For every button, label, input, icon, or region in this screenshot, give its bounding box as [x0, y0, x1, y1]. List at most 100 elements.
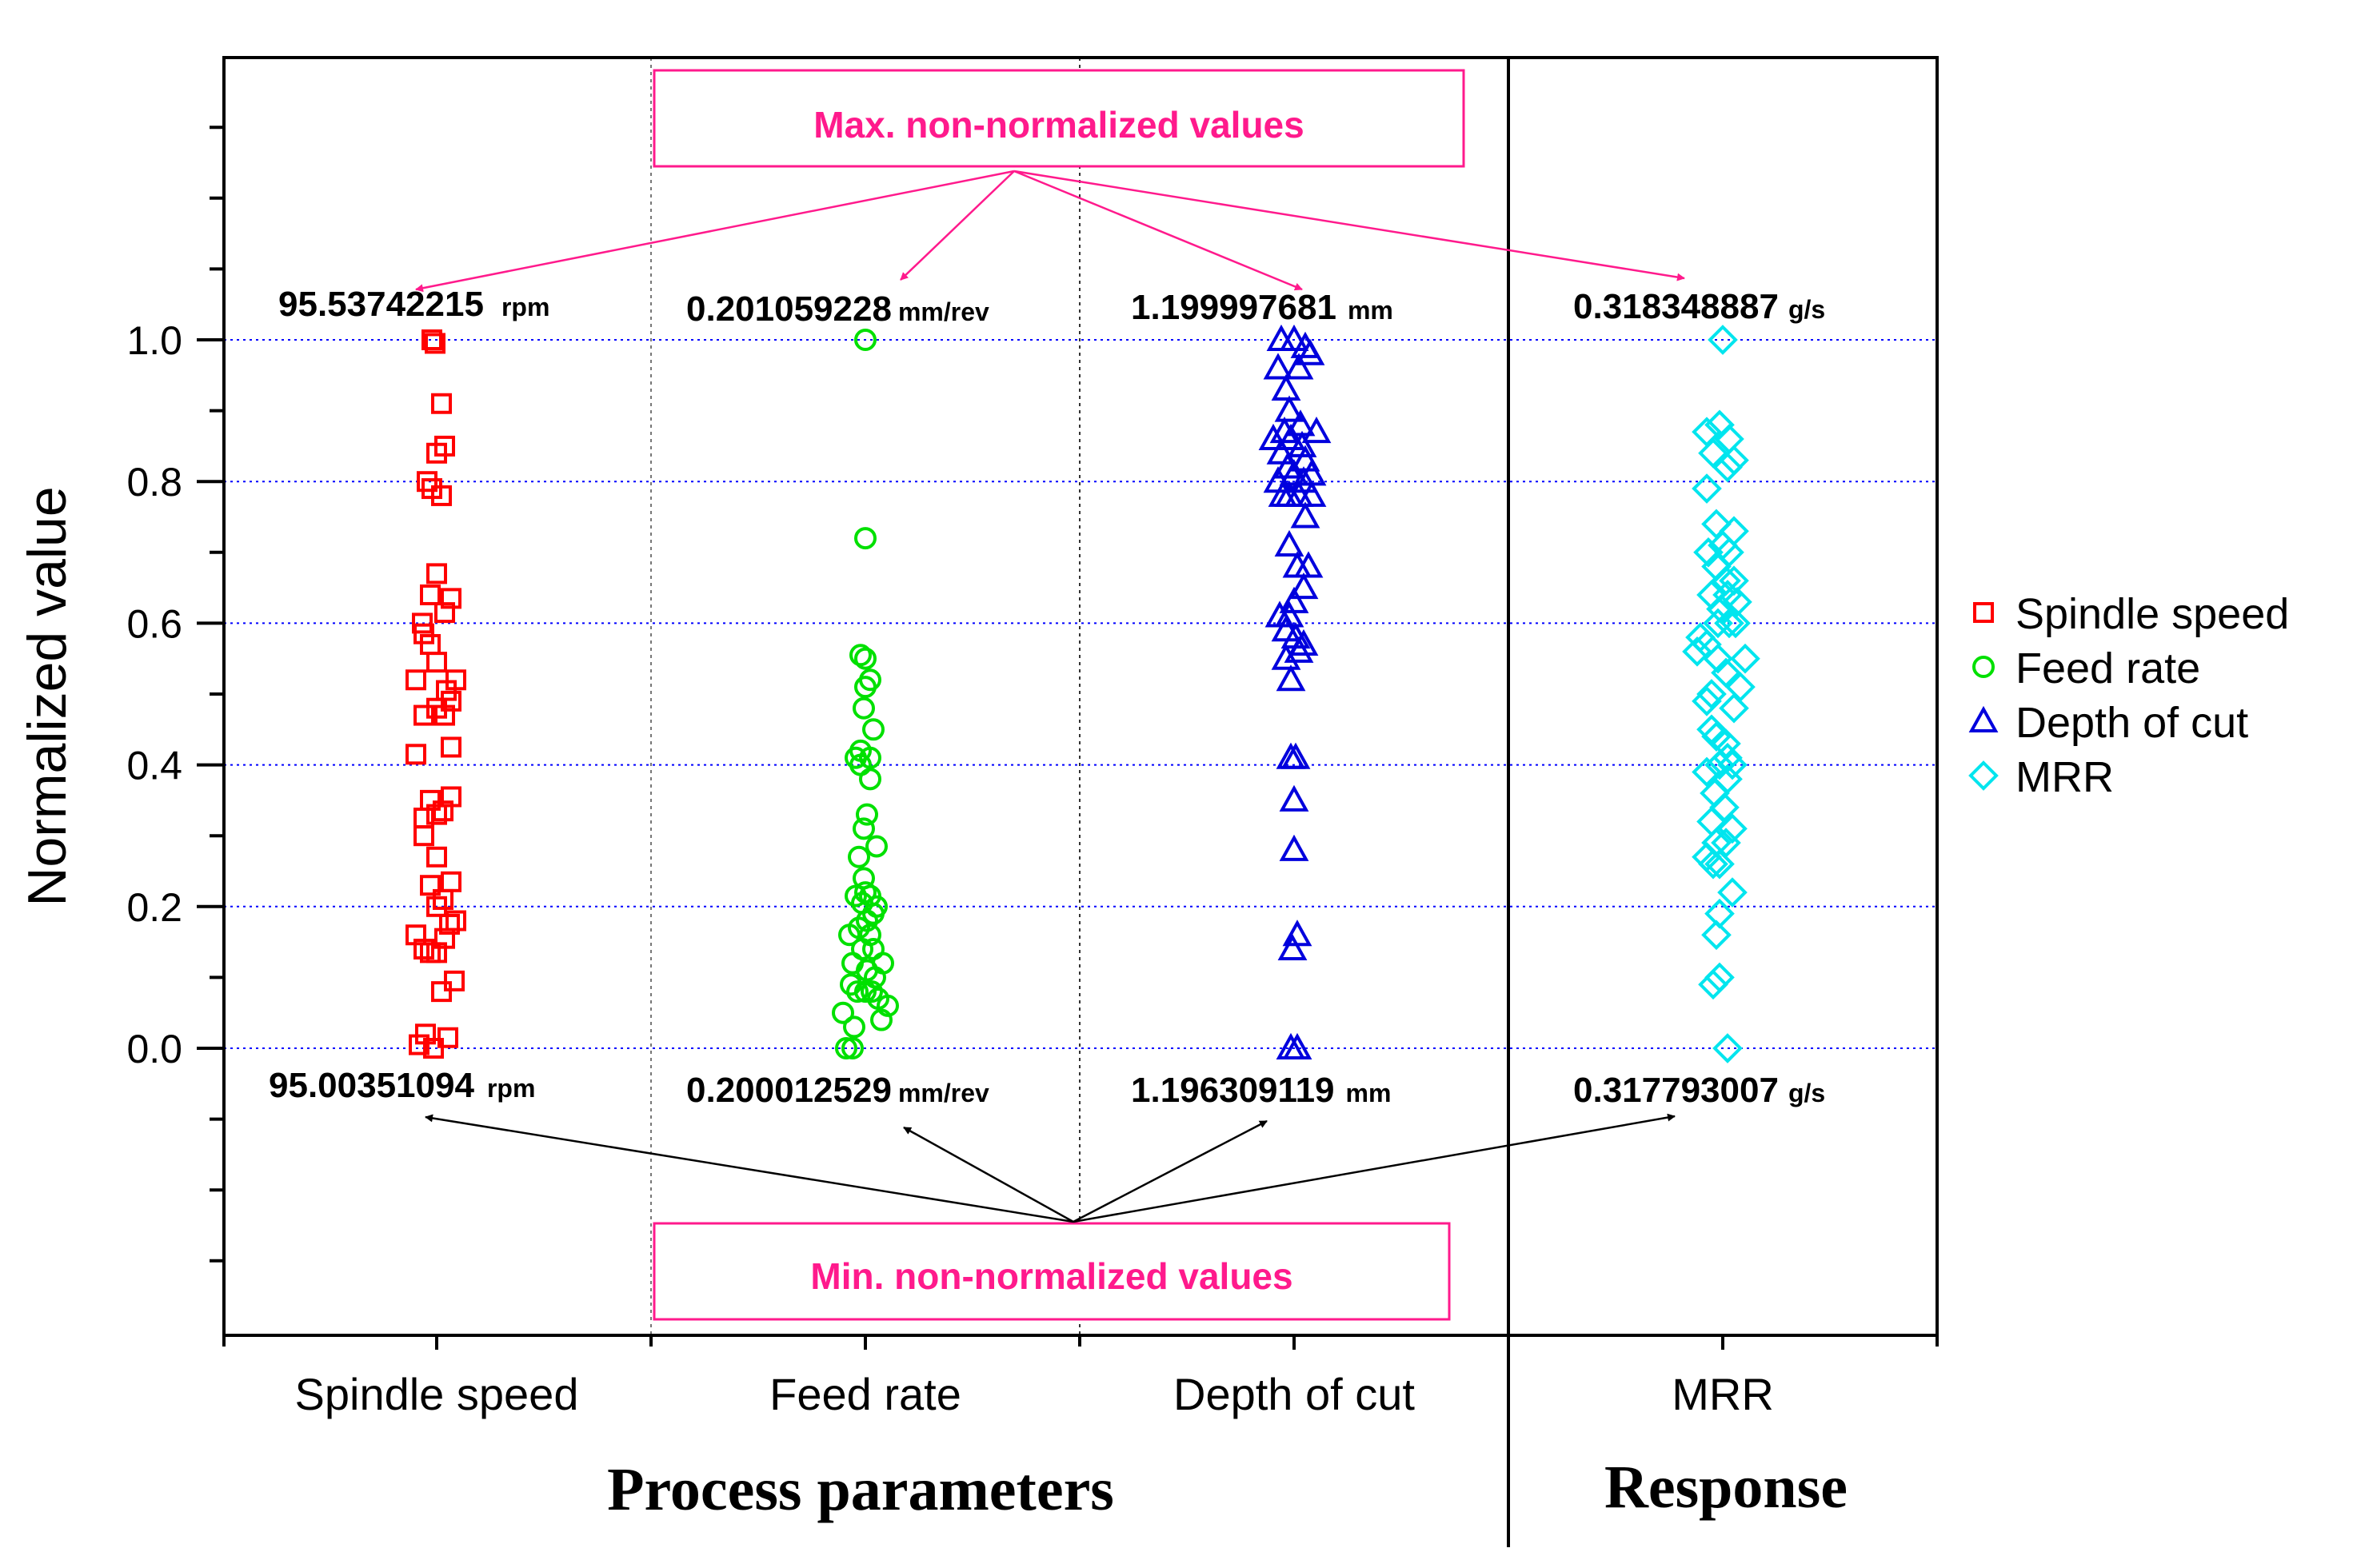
point-depth-of-cut [1301, 417, 1332, 444]
max-unit-feed: mm/rev [898, 297, 989, 326]
point-mrr [1704, 898, 1735, 929]
point-spindle-speed [413, 623, 434, 644]
point-mrr [1712, 452, 1743, 483]
point-spindle-speed [420, 633, 441, 655]
max-value-depth: 1.199997681 [1131, 288, 1336, 327]
point-spindle-speed [445, 910, 466, 932]
point-feed-rate [862, 718, 885, 741]
min-arrow-mrr [1073, 1113, 1676, 1223]
max-values-box [653, 69, 1465, 168]
point-mrr [1704, 749, 1735, 780]
series-spindle-speed [405, 329, 466, 1059]
point-spindle-speed [412, 612, 433, 634]
point-feed-rate [865, 835, 888, 858]
point-spindle-speed [431, 981, 452, 1003]
min-value-feed: 0.200012529 [686, 1071, 892, 1110]
point-spindle-speed [426, 563, 447, 585]
point-spindle-speed [444, 970, 465, 991]
max-value-feed: 0.201059228 [686, 289, 892, 329]
x-tick-label-depth-of-cut: Depth of cut [1173, 1369, 1415, 1419]
point-spindle-speed [417, 471, 437, 493]
max-unit-mrr: g/s [1788, 295, 1825, 324]
point-mrr [1701, 920, 1732, 951]
point-spindle-speed [439, 913, 460, 935]
point-feed-rate [832, 1001, 854, 1024]
x-tick-label-spindle-speed: Spindle speed [295, 1369, 579, 1419]
point-feed-rate [838, 924, 861, 947]
legend-marker-feed-rate [1972, 656, 1995, 678]
point-depth-of-cut [1279, 324, 1309, 351]
legend-label-spindle-speed: Spindle speed [2015, 590, 2289, 638]
point-depth-of-cut [1282, 1032, 1312, 1059]
y-tick-label: 0.2 [126, 885, 182, 930]
min-arrow-spindle [425, 1114, 1074, 1223]
point-mrr [1712, 1033, 1743, 1063]
point-depth-of-cut [1263, 353, 1293, 380]
point-mrr [1711, 657, 1741, 688]
min-label-depth: 1.196309119 mm [1131, 1071, 1391, 1110]
point-feed-rate [861, 980, 883, 1003]
max-label-spindle: 95.53742215 rpm [278, 285, 549, 324]
point-mrr [1698, 848, 1728, 880]
point-depth-of-cut [1276, 423, 1306, 451]
series-mrr [1682, 325, 1760, 1063]
point-depth-of-cut [1279, 834, 1309, 861]
point-mrr [1692, 756, 1722, 788]
y-axis: 0.0 0.2 0.4 0.6 0.8 1.0 [126, 126, 224, 1263]
max-value-spindle: 95.53742215 [278, 285, 484, 324]
point-depth-of-cut [1258, 423, 1288, 451]
point-feed-rate [849, 644, 872, 667]
point-mrr [1704, 848, 1735, 880]
point-spindle-speed [413, 825, 434, 847]
min-arrow-depth [1073, 1119, 1268, 1223]
point-depth-of-cut [1264, 600, 1295, 628]
point-feed-rate [841, 1037, 864, 1059]
point-spindle-speed [426, 846, 447, 868]
max-arrow-depth [1013, 170, 1303, 291]
point-mrr [1711, 565, 1741, 596]
legend-marker-spindle-speed [1973, 602, 1994, 623]
point-mrr [1717, 749, 1748, 780]
legend-label-feed-rate: Feed rate [2015, 644, 2200, 692]
point-spindle-speed [433, 888, 453, 910]
point-spindle-speed [413, 704, 434, 726]
point-mrr [1714, 608, 1744, 639]
point-feed-rate [843, 1015, 865, 1039]
point-spindle-speed [431, 485, 452, 506]
max-arrow-feed [900, 170, 1015, 281]
point-feed-rate [835, 1037, 857, 1059]
y-tick-label: 1.0 [126, 318, 182, 363]
point-depth-of-cut [1295, 338, 1325, 365]
point-depth-of-cut [1274, 395, 1304, 422]
point-spindle-speed [431, 393, 452, 414]
max-label-mrr: 0.318348887 g/s [1573, 287, 1825, 326]
point-depth-of-cut [1271, 643, 1301, 670]
point-spindle-speed [409, 1034, 429, 1055]
point-feed-rate [853, 817, 875, 840]
point-mrr [1703, 643, 1733, 674]
point-feed-rate [845, 884, 867, 908]
min-value-depth: 1.196309119 [1131, 1071, 1335, 1110]
legend-marker-mrr [1968, 760, 1999, 791]
x-tick-label-feed-rate: Feed rate [769, 1369, 961, 1419]
legend: Spindle speed Feed rate Depth of cut MRR [1968, 590, 2289, 801]
point-feed-rate [854, 647, 877, 670]
point-mrr [1696, 679, 1727, 709]
point-feed-rate [848, 845, 870, 868]
point-mrr [1722, 586, 1752, 617]
point-spindle-speed [434, 602, 455, 624]
point-spindle-speed [426, 442, 447, 464]
point-spindle-speed [434, 704, 455, 726]
point-spindle-speed [441, 871, 461, 892]
point-depth-of-cut [1274, 529, 1304, 557]
point-mrr [1693, 537, 1724, 568]
point-mrr [1719, 692, 1749, 724]
point-mrr [1730, 643, 1760, 674]
max-label-depth: 1.199997681 mm [1131, 288, 1393, 327]
data-points [405, 324, 1760, 1063]
point-depth-of-cut [1288, 572, 1319, 600]
point-depth-of-cut [1266, 437, 1296, 465]
point-feed-rate [854, 881, 877, 904]
point-mrr [1682, 636, 1712, 667]
max-arrow-mrr [1013, 170, 1685, 281]
